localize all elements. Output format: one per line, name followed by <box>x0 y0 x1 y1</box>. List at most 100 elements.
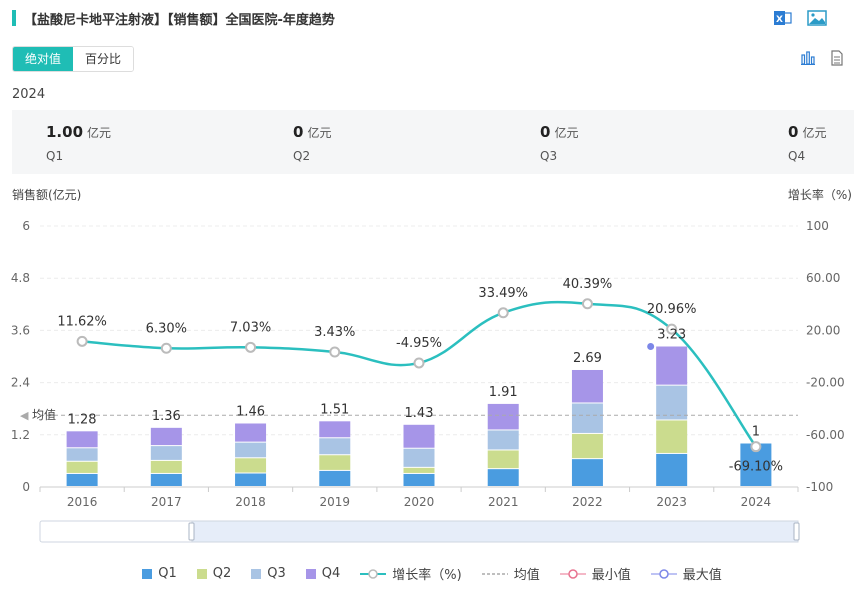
legend-q4[interactable]: Q4 <box>305 564 341 583</box>
svg-text:X: X <box>776 15 783 25</box>
bar-segment <box>656 346 688 385</box>
bar-segment <box>403 448 435 467</box>
summary-quarter: Q2 <box>293 149 311 163</box>
average-label: 均值 <box>32 407 56 422</box>
legend-max[interactable]: 最大值 <box>650 564 722 583</box>
legend-label: Q4 <box>321 566 341 581</box>
slider-selection[interactable] <box>191 520 799 543</box>
summary-unit: 亿元 <box>554 126 579 140</box>
total-label: 1.51 <box>320 402 349 417</box>
summary-q1: 1.00 亿元 Q1 <box>46 122 111 163</box>
x-tick-label: 2022 <box>572 495 603 509</box>
export-excel-icon[interactable]: X <box>772 8 794 28</box>
y-tick-left: 4.8 <box>11 271 30 285</box>
total-label: 1.46 <box>236 404 265 419</box>
growth-label: 3.43% <box>314 325 355 340</box>
x-tick-label: 2019 <box>320 495 351 509</box>
bar-segment <box>66 431 98 448</box>
bar-segment <box>656 420 688 453</box>
summary-quarter: Q4 <box>788 149 806 163</box>
y-tick-right: -100 <box>806 480 833 494</box>
legend-q3[interactable]: Q3 <box>251 564 286 583</box>
growth-label: 33.49% <box>478 286 528 301</box>
legend-q1[interactable]: Q1 <box>142 564 177 583</box>
x-tick-label: 2021 <box>488 495 519 509</box>
x-tick-label: 2017 <box>151 495 182 509</box>
legend-line-icon <box>360 568 387 579</box>
bar-segment <box>571 433 603 459</box>
bar-segment <box>487 469 519 486</box>
bar-segment <box>403 473 435 486</box>
left-axis-title: 销售额(亿元) <box>12 188 82 202</box>
export-image-icon[interactable] <box>806 8 828 28</box>
legend-q2[interactable]: Q2 <box>196 564 231 583</box>
growth-point <box>497 307 509 319</box>
average-marker: ◀ <box>20 409 29 422</box>
slider-handle-right[interactable] <box>793 522 800 541</box>
growth-label: 20.96% <box>647 302 697 317</box>
summary-quarter: Q1 <box>46 149 64 163</box>
bar-segment <box>571 403 603 433</box>
legend-label: 增长率（%) <box>392 568 462 583</box>
y-tick-left: 6 <box>22 219 30 233</box>
trend-chart: 0 -100 1.2 -60.00 2.4 -20.00 3.6 20.00 4.8 60.00 6… <box>11 219 845 543</box>
y-tick-right: 100 <box>806 219 829 233</box>
total-label: 1.91 <box>489 385 518 400</box>
legend-average[interactable]: 均值 <box>481 564 540 583</box>
page-title: 【盐酸尼卡地平注射液】【销售额】全国医院-年度趋势 <box>24 12 335 28</box>
total-label: 1 <box>752 425 760 440</box>
growth-point <box>750 441 762 453</box>
bar-segment <box>656 453 688 486</box>
legend-label: Q1 <box>158 566 177 581</box>
percentage-tab[interactable]: 百分比 <box>73 47 134 71</box>
legend-label: 最小值 <box>591 568 631 583</box>
document-icon[interactable] <box>830 50 844 70</box>
growth-point <box>160 342 172 354</box>
growth-label: 40.39% <box>563 277 613 292</box>
bar-segment <box>319 455 351 470</box>
legend-swatch <box>142 568 153 579</box>
range-slider[interactable] <box>39 520 800 543</box>
summary-unit: 亿元 <box>307 126 332 140</box>
legend-min[interactable]: 最小值 <box>559 564 631 583</box>
summary-q2: 0 亿元 Q2 <box>293 122 331 163</box>
bar-segment <box>319 438 351 455</box>
max-marker <box>647 342 655 350</box>
slider-handle-left[interactable] <box>188 522 195 541</box>
summary-quarter: Q3 <box>540 149 558 163</box>
summary-unit: 亿元 <box>802 126 827 140</box>
summary-value: 0 <box>788 123 799 141</box>
summary-value: 0 <box>540 123 551 141</box>
bar-segment <box>235 423 267 442</box>
bar-segment <box>571 369 603 403</box>
bar-segment <box>656 385 688 420</box>
growth-point <box>666 323 678 335</box>
bar-segment <box>571 459 603 486</box>
growth-label: 6.30% <box>146 321 187 336</box>
bar-segment <box>235 473 267 486</box>
total-label: 1.43 <box>405 406 434 421</box>
bar-segment <box>150 446 182 460</box>
total-label: 1.28 <box>68 412 97 427</box>
bar-segment <box>66 473 98 486</box>
y-tick-left: 0 <box>22 480 30 494</box>
absolute-value-tab[interactable]: 绝对值 <box>13 47 74 71</box>
bar-segment <box>66 448 98 461</box>
legend-growth[interactable]: 增长率（%) <box>360 564 462 583</box>
view-tools <box>800 50 844 70</box>
summary-value: 1.00 <box>46 123 84 141</box>
growth-label: 7.03% <box>230 320 271 335</box>
total-label: 3.23 <box>657 327 686 342</box>
legend-swatch <box>196 568 207 579</box>
bar-segment <box>235 458 267 473</box>
legend-swatch <box>305 568 316 579</box>
growth-point <box>329 346 341 358</box>
top-toolbar: X <box>772 8 828 28</box>
x-tick-label: 2018 <box>235 495 266 509</box>
bar-segment <box>235 442 267 458</box>
legend-label: 均值 <box>513 568 540 583</box>
bar-segment <box>319 421 351 438</box>
chart-legend: Q1 Q2 Q3 Q4 增长率（%) 均值 最小值 最大值 <box>0 564 864 583</box>
bar-chart-icon[interactable] <box>800 50 816 70</box>
x-tick-label: 2023 <box>656 495 687 509</box>
